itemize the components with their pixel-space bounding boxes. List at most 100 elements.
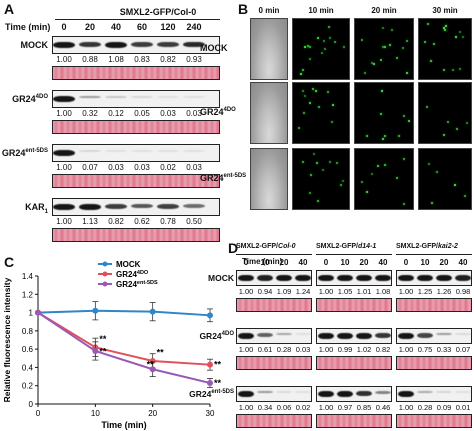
y-tick-label-3: 0.6	[22, 345, 34, 354]
panel-d-band-1-0-0	[238, 333, 254, 339]
panel-d-band-0-1-3	[375, 275, 391, 281]
panel-b-signal-dot	[371, 62, 374, 65]
panel-b-fluor-0-1	[292, 18, 350, 80]
panel-a-row-label-1-sup: 4DO	[35, 94, 48, 100]
panel-a-row-label-2-sup: ent-5DS	[25, 148, 48, 154]
x-tick-label-1: 10	[91, 409, 100, 418]
panel-a-band-3-4	[157, 204, 179, 209]
panel-a-time-3: 60	[136, 22, 147, 32]
panel-b-signal-dot	[301, 160, 304, 163]
panel-d-row-label-1: GR244DO	[186, 331, 234, 341]
panel-d-band-0-2-0	[398, 275, 414, 281]
significance-mark-3: **	[147, 359, 155, 369]
panel-a-row-label-0-text: MOCK	[20, 40, 49, 50]
panel-b-signal-dot	[405, 39, 408, 42]
panel-b-signal-dot	[382, 138, 384, 141]
panel-d-time-0-1: 10	[260, 258, 270, 267]
panel-a-value-2-3: 0.03	[134, 163, 150, 172]
panel-a-value-1-3: 0.05	[134, 109, 150, 118]
panel-b-signal-dot	[309, 173, 312, 176]
panel-d-band-1-0-3	[295, 333, 311, 335]
legend-entry-1: GR244DO	[116, 270, 149, 279]
panel-d-value-0-0-0: 1.00	[238, 287, 254, 296]
panel-d-row-label-2-sup: ent-5DS	[211, 389, 234, 396]
panel-d-value-0-2-2: 1.26	[436, 287, 452, 296]
panel-b-signal-dot	[455, 128, 458, 131]
significance-mark-1: **	[99, 347, 107, 357]
panel-b-signal-dot	[372, 63, 375, 66]
panel-b-signal-dot	[306, 44, 309, 47]
panel-d-value-1-2-2: 0.33	[436, 345, 452, 354]
panel-d-value-2-2-1: 0.28	[417, 403, 433, 412]
panel-a-header-rule	[55, 19, 220, 20]
panel-b-signal-dot	[328, 26, 331, 29]
panel-d-value-2-1-3: 0.46	[375, 403, 391, 412]
panel-a-band-3-0	[53, 204, 75, 210]
panel-a-value-1-4: 0.03	[160, 109, 176, 118]
panel-b-signal-dot	[435, 171, 438, 174]
panel-a-band-3-1	[79, 204, 101, 210]
panel-d-stain-0-1	[316, 298, 392, 312]
panel-b-signal-dot	[314, 90, 317, 93]
panel-b-row-label-2-text: GR24	[200, 173, 224, 183]
panel-b-signal-dot	[363, 72, 366, 75]
panel-a-value-2-5: 0.03	[186, 163, 202, 172]
panel-b-signal-dot	[451, 68, 454, 71]
panel-d-row-label-2: GR24ent-5DS	[186, 389, 234, 399]
panel-d-band-2-2-0	[398, 391, 414, 397]
panel-d-blot-2-1	[316, 386, 392, 402]
panel-b-signal-dot	[442, 26, 445, 29]
panel-b-signal-dot	[313, 153, 316, 156]
panel-a-value-3-5: 0.50	[186, 217, 202, 226]
panel-a-value-1-0: 1.00	[56, 109, 72, 118]
panel-d-time-1-3: 40	[378, 258, 388, 267]
panel-b-signal-dot	[309, 45, 312, 48]
panel-d-band-0-0-3	[295, 275, 311, 281]
panel-d-band-1-2-3	[455, 333, 471, 335]
y-tick-label-2: 0.4	[22, 363, 34, 372]
panel-b-signal-dot	[370, 173, 373, 176]
panel-d-band-2-2-1	[417, 391, 433, 393]
panel-b-signal-dot	[323, 48, 326, 51]
panel-b-signal-dot	[315, 161, 318, 164]
panel-a-band-1-1	[79, 96, 101, 99]
panel-a-band-1-5	[183, 96, 205, 98]
panel-d-band-2-0-2	[276, 391, 292, 393]
panel-d-value-2-1-2: 0.85	[356, 403, 372, 412]
legend-entry-name-0: MOCK	[116, 260, 141, 269]
panel-a-row-label-3-text: KAR	[25, 202, 45, 212]
panel-b-time-1: 10 min	[308, 6, 334, 15]
panel-a-blot-1	[52, 90, 220, 108]
panel-d-value-0-2-0: 1.00	[398, 287, 414, 296]
data-point-0-2	[149, 308, 156, 315]
panel-b-time-2: 20 min	[371, 6, 397, 15]
panel-b-signal-dot	[388, 43, 391, 46]
panel-d-value-0-1-3: 1.08	[375, 287, 391, 296]
panel-b-brightfield-1	[250, 82, 288, 144]
panel-b-signal-dot	[365, 134, 368, 137]
panel-d-blot-1-2	[396, 328, 472, 344]
panel-d-band-1-2-0	[398, 333, 414, 339]
panel-d-group-header-0: SMXL2-GFP/Col-0	[236, 243, 316, 250]
y-axis-label: Relative fluorescence intensity	[2, 277, 12, 402]
panel-d-time-0-3: 40	[298, 258, 308, 267]
panel-b-signal-dot	[427, 23, 430, 26]
panel-d-blot-0-0	[236, 270, 312, 286]
panel-a-stain-0	[52, 66, 220, 80]
panel-a-header: SMXL2-GFP/Col-0	[119, 7, 197, 17]
panel-d-band-0-2-2	[436, 275, 452, 281]
panel-d-band-1-1-2	[356, 333, 372, 339]
panel-b-fluor-2-1	[292, 148, 350, 210]
panel-d-group-header-em-2: kai2-2	[438, 243, 458, 250]
panel-b-signal-dot	[323, 39, 326, 42]
panel-d-value-1-1-2: 1.02	[356, 345, 372, 354]
panel-a-band-0-4	[157, 42, 179, 47]
panel-d-row-label-1-text: GR24	[199, 331, 222, 341]
y-tick-label-0: 0	[29, 400, 34, 409]
panel-b-signal-dot	[298, 126, 301, 129]
data-point-1-3	[207, 361, 213, 368]
panel-a-value-1-1: 0.32	[82, 109, 98, 118]
panel-b-signal-dot	[331, 104, 334, 107]
series-line-2	[37, 311, 211, 384]
panel-d-blot-0-1	[316, 270, 392, 286]
